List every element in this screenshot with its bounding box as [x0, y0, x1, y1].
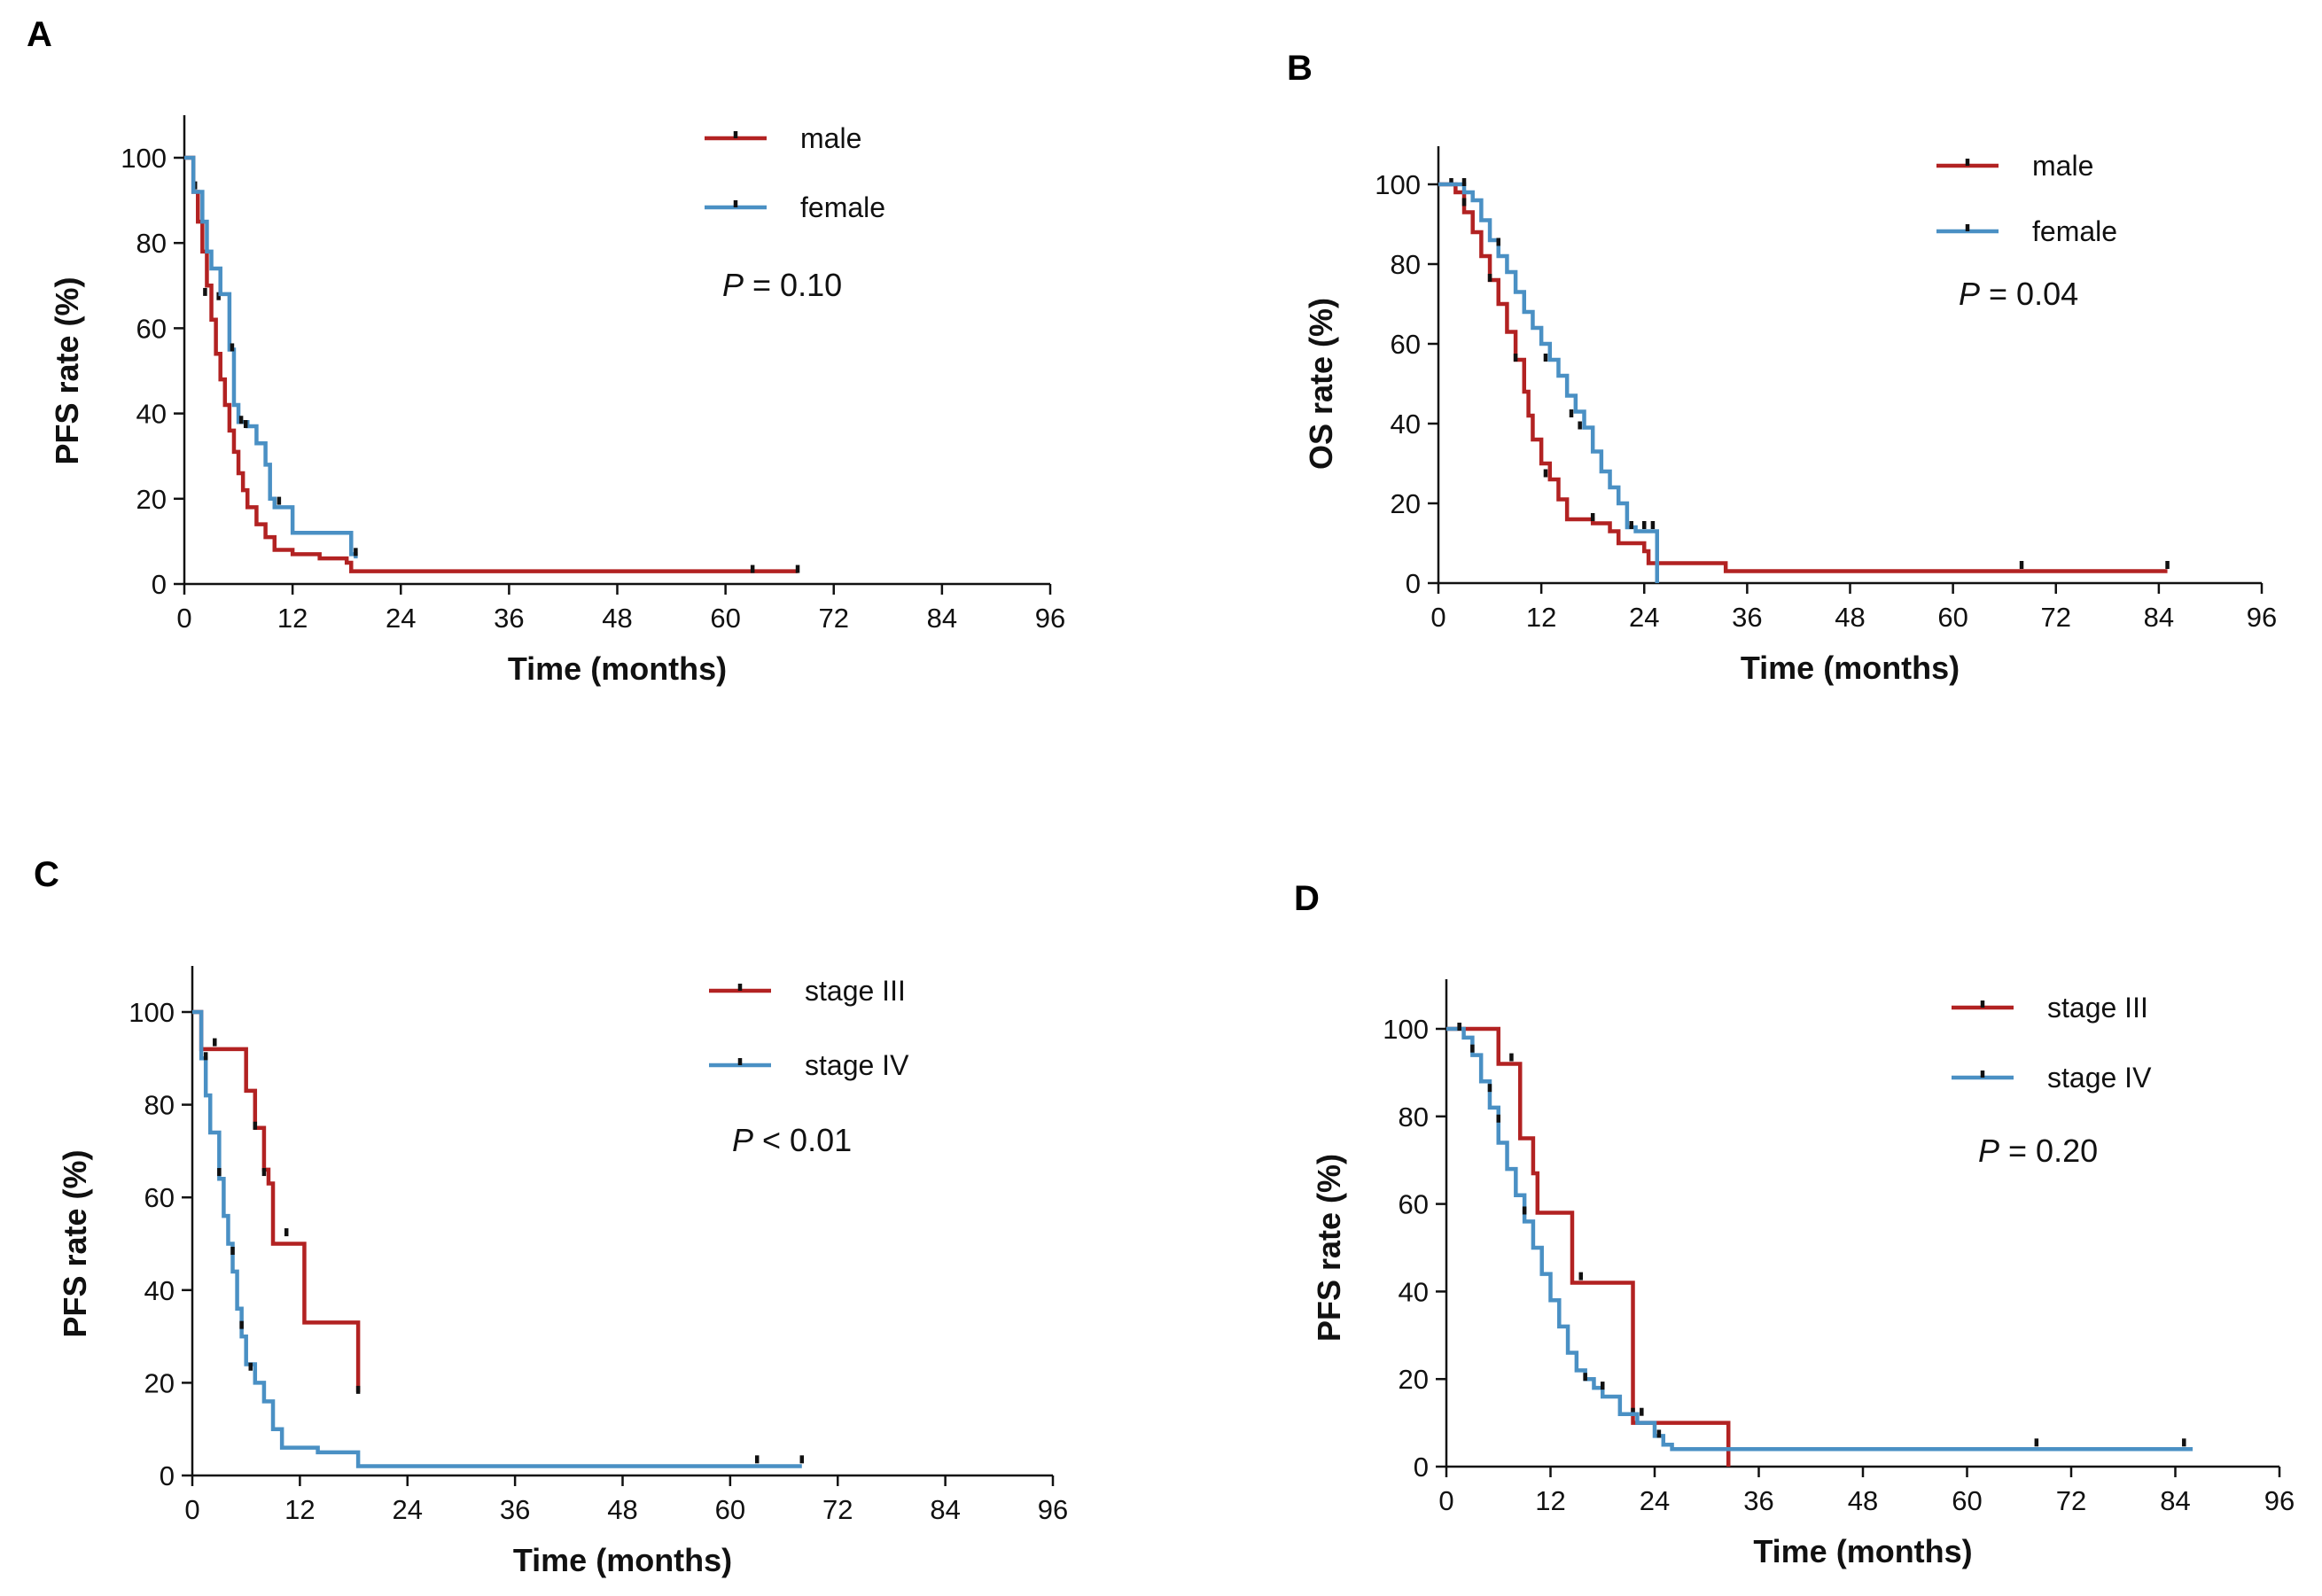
x-tick-label: 24	[393, 1494, 423, 1525]
y-tick-label: 40	[1399, 1276, 1429, 1307]
y-tick-label: 20	[1399, 1364, 1429, 1395]
legend-label-stage-iv: stage IV	[805, 1049, 909, 1081]
y-tick-label: 60	[1399, 1189, 1429, 1220]
km-curve-stage-iv	[1446, 1026, 2193, 1452]
y-tick-label: 0	[152, 569, 167, 600]
x-tick-label: 36	[1743, 1485, 1773, 1516]
x-tick-label: 12	[1526, 602, 1556, 633]
y-tick-label: 60	[144, 1182, 175, 1213]
y-tick-label: 0	[1406, 568, 1421, 599]
x-tick-label: 72	[822, 1494, 853, 1525]
legend-label-stage-iii: stage III	[805, 975, 906, 1007]
y-tick-label: 100	[1375, 169, 1421, 200]
y-tick-label: 100	[129, 997, 175, 1028]
legend-label-stage-iv: stage IV	[2047, 1062, 2152, 1094]
panel-label: C	[34, 855, 59, 894]
x-tick-label: 36	[500, 1494, 530, 1525]
y-axis-title: OS rate (%)	[1303, 298, 1339, 470]
legend-label-female: female	[800, 191, 885, 223]
y-tick-label: 60	[136, 313, 167, 344]
p-value-text: P = 0.10	[722, 267, 842, 303]
x-tick-label: 72	[819, 603, 849, 634]
p-value-text: P = 0.20	[1978, 1133, 2098, 1169]
x-axis-title: Time (months)	[1741, 650, 1960, 686]
x-tick-label: 60	[1937, 602, 1967, 633]
x-axis-title: Time (months)	[508, 650, 727, 687]
km-curve-female	[184, 155, 358, 559]
y-tick-label: 80	[1391, 249, 1421, 280]
x-tick-label: 84	[927, 603, 957, 634]
x-tick-label: 96	[2264, 1485, 2295, 1516]
panel-c: C 0 20 40 60 80 100 0 12 24 36 48 60 72 84 96 Time (mont…	[34, 855, 1068, 1578]
x-tick-label: 48	[602, 603, 632, 634]
km-curve-female	[1438, 182, 1660, 583]
x-tick-label: 0	[176, 603, 191, 634]
x-tick-label: 0	[1430, 602, 1445, 633]
x-tick-label: 24	[1640, 1485, 1670, 1516]
p-value-text: P = 0.04	[1959, 276, 2078, 312]
x-axis-title: Time (months)	[513, 1542, 732, 1578]
y-tick-label: 80	[144, 1090, 175, 1121]
x-tick-label: 0	[184, 1494, 199, 1525]
x-tick-label: 48	[1835, 602, 1865, 633]
p-value-text: P < 0.01	[732, 1122, 852, 1158]
km-curve-stage-iii	[192, 1009, 361, 1392]
y-tick-label: 40	[136, 399, 167, 430]
y-tick-label: 80	[1399, 1102, 1429, 1133]
x-tick-label: 60	[1952, 1485, 1982, 1516]
y-tick-label: 20	[136, 484, 167, 515]
x-tick-label: 60	[715, 1494, 745, 1525]
y-tick-label: 20	[1391, 488, 1421, 519]
legend-label-female: female	[2032, 215, 2117, 247]
x-tick-label: 96	[2247, 602, 2277, 633]
x-tick-label: 96	[1035, 603, 1065, 634]
x-tick-label: 84	[2160, 1485, 2190, 1516]
legend-label-male: male	[2032, 150, 2093, 182]
x-tick-label: 12	[1535, 1485, 1565, 1516]
x-tick-label: 0	[1438, 1485, 1453, 1516]
x-tick-label: 36	[494, 603, 524, 634]
y-tick-label: 20	[144, 1367, 175, 1398]
x-tick-label: 72	[2056, 1485, 2086, 1516]
x-tick-label: 72	[2041, 602, 2071, 633]
x-tick-label: 12	[277, 603, 308, 634]
panel-label: B	[1287, 49, 1313, 88]
panel-d: D 0 20 40 60 80 100 0 12 24 36 48 60 72 84 96 Time (mont…	[1294, 879, 2295, 1569]
km-curve-stage-iv	[192, 1009, 802, 1468]
y-tick-label: 40	[1391, 409, 1421, 440]
x-tick-label: 96	[1038, 1494, 1068, 1525]
km-curve-stage-iii	[1446, 1026, 1731, 1467]
y-tick-label: 0	[160, 1460, 175, 1491]
x-tick-label: 48	[607, 1494, 637, 1525]
x-axis-title: Time (months)	[1753, 1533, 1972, 1569]
legend-label-male: male	[800, 122, 861, 154]
x-tick-label: 24	[1629, 602, 1659, 633]
y-axis-title: PFS rate (%)	[57, 1149, 93, 1337]
y-tick-label: 100	[121, 143, 167, 174]
panel-label: A	[27, 15, 52, 54]
x-tick-label: 60	[710, 603, 740, 634]
x-tick-label: 48	[1848, 1485, 1878, 1516]
x-tick-label: 12	[284, 1494, 315, 1525]
y-tick-label: 60	[1391, 329, 1421, 360]
x-tick-label: 24	[386, 603, 416, 634]
y-tick-label: 0	[1414, 1452, 1429, 1483]
legend-label-stage-iii: stage III	[2047, 992, 2148, 1024]
y-tick-label: 80	[136, 228, 167, 259]
panel-b: B 0 20 40 60 80 100 0 12 24 36 48 60 72 84 96 Time (mont…	[1287, 49, 2277, 686]
y-axis-title: PFS rate (%)	[1311, 1154, 1347, 1342]
x-tick-label: 36	[1732, 602, 1762, 633]
km-curve-male	[1438, 182, 2168, 573]
panel-label: D	[1294, 879, 1320, 918]
panel-a: A 0 20 40 60 80 100 0 12 24 36 48 60 72 84 96 Time (mont…	[27, 15, 1065, 687]
x-tick-label: 84	[2144, 602, 2174, 633]
y-tick-label: 100	[1383, 1014, 1429, 1045]
y-tick-label: 40	[144, 1275, 175, 1306]
y-axis-title: PFS rate (%)	[49, 276, 85, 464]
x-tick-label: 84	[930, 1494, 960, 1525]
